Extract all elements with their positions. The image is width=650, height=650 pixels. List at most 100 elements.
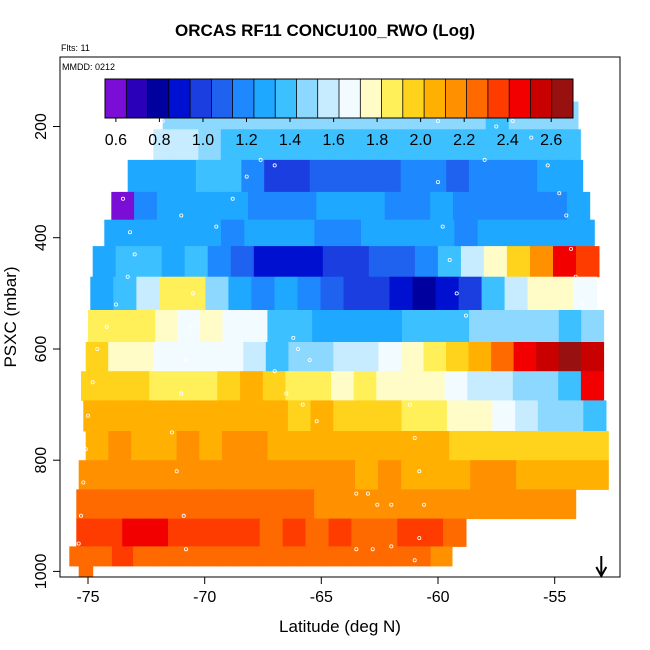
heatmap-cell: [220, 342, 244, 372]
heatmap-cell: [243, 342, 267, 372]
heatmap-cell: [558, 371, 582, 401]
heatmap-cell: [218, 159, 242, 193]
heatmap-cell: [388, 546, 410, 567]
heatmap-cell: [299, 246, 324, 278]
track-point: [291, 335, 296, 340]
heatmap-cell: [85, 431, 109, 461]
heatmap-cell: [285, 371, 309, 401]
heatmap-cell: [547, 219, 572, 247]
heatmap-cell: [99, 518, 123, 547]
heatmap-cell: [288, 342, 312, 372]
heatmap-cell: [145, 518, 169, 547]
heatmap-cell: [182, 276, 206, 311]
track-point: [354, 547, 359, 552]
heatmap-cell: [516, 460, 540, 490]
heatmap-cell: [515, 400, 539, 432]
heatmap-cell: [108, 342, 132, 372]
colorbar-tick-label: 1.2: [235, 132, 257, 149]
heatmap-cell: [355, 342, 379, 372]
heatmap-cell: [127, 159, 151, 193]
track-point: [307, 358, 312, 363]
track-point: [83, 447, 88, 452]
heatmap-cell: [378, 129, 402, 161]
heatmap-cell: [243, 129, 267, 161]
y-tick-label: 400: [33, 224, 50, 251]
heatmap-cell: [456, 489, 482, 520]
track-point: [300, 402, 305, 407]
heatmap-cell: [361, 489, 386, 520]
heatmap-cell: [168, 518, 192, 547]
heatmap-cell: [467, 371, 491, 401]
heatmap-cell: [153, 342, 177, 372]
heatmap-cell: [101, 460, 126, 490]
colorbar-swatch: [445, 79, 468, 118]
heatmap-cell: [433, 489, 458, 520]
heatmap-cell: [312, 431, 337, 461]
heatmap-cell: [537, 159, 561, 193]
heatmap-cell: [113, 276, 137, 311]
heatmap-cell: [219, 400, 243, 432]
heatmap-cell: [475, 191, 500, 221]
heatmap-cell: [491, 310, 515, 343]
track-point: [435, 119, 440, 124]
heatmap-cell: [560, 400, 584, 432]
heatmap-cell: [328, 518, 352, 547]
heatmap-cell: [287, 400, 312, 432]
heatmap-cell: [197, 400, 221, 432]
heatmap-cell: [446, 400, 471, 432]
heatmap-cell: [78, 565, 94, 578]
heatmap-cell: [481, 276, 506, 311]
heatmap-cell: [491, 159, 515, 193]
heatmap-cell: [431, 219, 455, 247]
heatmap-cell: [399, 371, 423, 401]
heatmap-cell: [423, 342, 447, 372]
chart-title: ORCAS RF11 CONCU100_RWO (Log): [175, 21, 475, 40]
heatmap-cell: [334, 310, 358, 343]
heatmap-cell: [85, 342, 109, 372]
heatmap-cell: [230, 246, 255, 278]
track-point: [179, 213, 184, 218]
heatmap-cell: [288, 129, 312, 161]
heatmap-cell: [400, 129, 424, 161]
heatmap-cell: [239, 546, 262, 567]
heatmap-cell: [320, 276, 344, 311]
y-axis: 200 400 600 800 1000: [33, 113, 60, 589]
heatmap-cell: [156, 191, 181, 221]
track-point: [125, 274, 130, 279]
track-point: [482, 157, 487, 162]
heatmap-cell: [443, 518, 467, 547]
heatmap-cell: [470, 460, 494, 490]
heatmap-cell: [174, 400, 198, 432]
heatmap-cell: [566, 191, 591, 221]
heatmap-cell: [469, 310, 492, 343]
colorbar-swatch: [424, 79, 446, 118]
track-point: [412, 558, 417, 563]
heatmap-cell: [332, 159, 356, 193]
heatmap-cell: [384, 191, 408, 221]
track-point: [86, 413, 91, 418]
heatmap-cell: [426, 431, 450, 461]
heatmap-cell: [240, 371, 264, 401]
track-point: [564, 213, 569, 218]
track-point: [510, 119, 515, 124]
heatmap-cell: [562, 431, 587, 461]
heatmap-cell: [407, 191, 431, 221]
heatmap-cell: [159, 276, 183, 311]
track-point: [183, 358, 188, 363]
heatmap-cell: [193, 460, 218, 490]
heatmap-cell: [391, 246, 416, 278]
heatmap-cell: [558, 342, 582, 372]
track-point: [557, 191, 562, 196]
colorbar-frame: [104, 78, 574, 119]
heatmap-cell: [76, 518, 100, 547]
track-point: [421, 502, 426, 507]
heatmap-cell: [453, 191, 477, 221]
heatmap-cell: [151, 400, 175, 432]
y-tick-label: 200: [33, 113, 50, 140]
track-point: [132, 252, 137, 257]
heatmap-cell: [355, 129, 379, 161]
heatmap-cell: [222, 310, 246, 343]
heatmap-cell: [378, 342, 402, 372]
heatmap-cell: [265, 129, 289, 161]
heatmap-cell: [378, 400, 402, 432]
